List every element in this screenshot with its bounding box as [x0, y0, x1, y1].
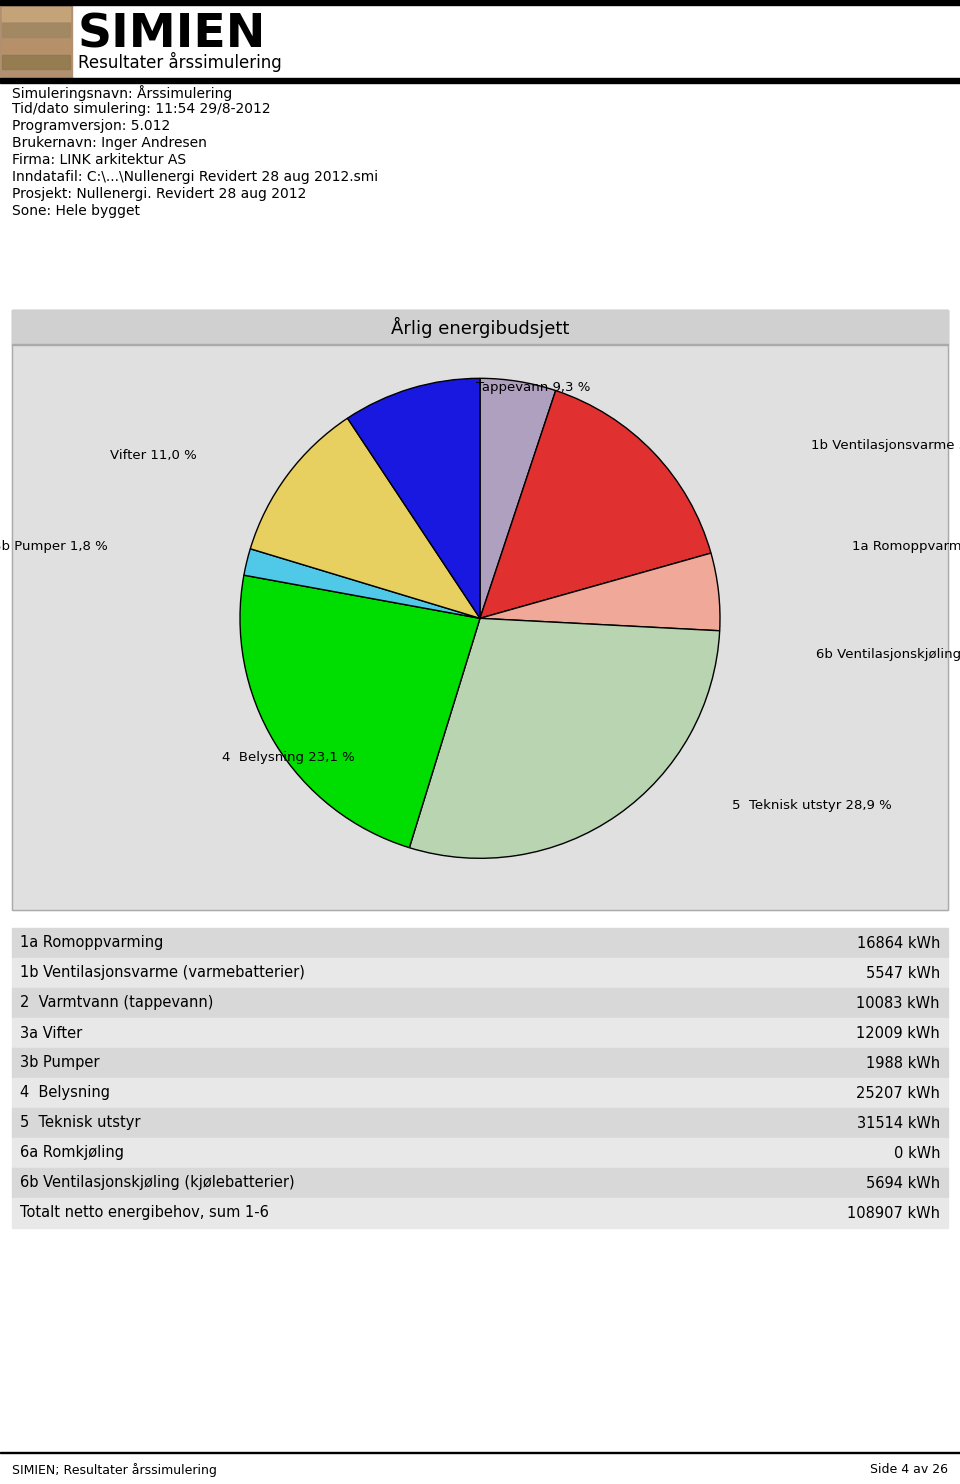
Text: 6a Romkjøling: 6a Romkjøling — [20, 1146, 124, 1160]
Text: Programversjon: 5.012: Programversjon: 5.012 — [12, 119, 170, 134]
Text: 3b Pumper: 3b Pumper — [20, 1055, 100, 1070]
Text: Inndatafil: C:\...\Nullenergi Revidert 28 aug 2012.smi: Inndatafil: C:\...\Nullenergi Revidert 2… — [12, 171, 378, 184]
Text: Resultater årssimulering: Resultater årssimulering — [78, 52, 281, 73]
Bar — [12, 988, 948, 1018]
Wedge shape — [480, 378, 556, 619]
Text: Tid/dato simulering: 11:54 29/8-2012: Tid/dato simulering: 11:54 29/8-2012 — [12, 102, 271, 116]
Text: 1a Romoppvarming: 1a Romoppvarming — [20, 935, 163, 950]
Bar — [12, 1109, 948, 1138]
Text: Tappevann 9,3 %: Tappevann 9,3 % — [475, 381, 590, 395]
Bar — [12, 310, 948, 910]
Bar — [2, 7, 70, 21]
Wedge shape — [480, 554, 720, 631]
Wedge shape — [480, 390, 711, 619]
Bar — [2, 22, 70, 37]
Bar — [12, 959, 948, 988]
Wedge shape — [251, 418, 480, 619]
Text: 5694 kWh: 5694 kWh — [866, 1175, 940, 1190]
Text: 1b Ventilasjonsvarme 5,1 %: 1b Ventilasjonsvarme 5,1 % — [811, 439, 960, 453]
Bar — [0, 79, 960, 83]
Text: Brukernavn: Inger Andresen: Brukernavn: Inger Andresen — [12, 137, 206, 150]
Text: 6b Ventilasjonskjøling (kjølebatterier): 6b Ventilasjonskjøling (kjølebatterier) — [20, 1175, 295, 1190]
Bar — [2, 55, 70, 68]
Text: 6b Ventilasjonskjøling 5,2 %: 6b Ventilasjonskjøling 5,2 % — [816, 649, 960, 660]
Text: Prosjekt: Nullenergi. Revidert 28 aug 2012: Prosjekt: Nullenergi. Revidert 28 aug 20… — [12, 187, 306, 200]
Text: Firma: LINK arkitektur AS: Firma: LINK arkitektur AS — [12, 153, 186, 168]
Text: 25207 kWh: 25207 kWh — [856, 1085, 940, 1101]
Text: 5547 kWh: 5547 kWh — [866, 966, 940, 981]
Text: 31514 kWh: 31514 kWh — [856, 1116, 940, 1131]
Text: 5  Teknisk utstyr 28,9 %: 5 Teknisk utstyr 28,9 % — [732, 798, 892, 812]
Bar — [0, 0, 960, 4]
Text: 3b Pumper 1,8 %: 3b Pumper 1,8 % — [0, 540, 108, 554]
Bar — [12, 1048, 948, 1077]
Text: 10083 kWh: 10083 kWh — [856, 996, 940, 1011]
Bar — [12, 310, 948, 344]
Wedge shape — [244, 549, 480, 619]
Text: 1a Romoppvarming 15,5 %: 1a Romoppvarming 15,5 % — [852, 540, 960, 554]
Bar — [12, 1198, 948, 1227]
Text: Årlig energibudsjett: Årlig energibudsjett — [391, 316, 569, 337]
Text: 1b Ventilasjonsvarme (varmebatterier): 1b Ventilasjonsvarme (varmebatterier) — [20, 966, 305, 981]
Bar — [12, 1077, 948, 1109]
Text: 5  Teknisk utstyr: 5 Teknisk utstyr — [20, 1116, 140, 1131]
Text: 4  Belysning 23,1 %: 4 Belysning 23,1 % — [223, 751, 355, 764]
Bar — [12, 928, 948, 959]
Wedge shape — [348, 378, 480, 619]
Text: SIMIEN; Resultater årssimulering: SIMIEN; Resultater årssimulering — [12, 1463, 217, 1477]
Wedge shape — [240, 576, 480, 847]
Bar — [12, 310, 948, 910]
Text: 2  Varmtvann (tappevann): 2 Varmtvann (tappevann) — [20, 996, 213, 1011]
Wedge shape — [409, 619, 720, 858]
Bar — [2, 39, 70, 53]
Text: Sone: Hele bygget: Sone: Hele bygget — [12, 203, 140, 218]
Text: Totalt netto energibehov, sum 1-6: Totalt netto energibehov, sum 1-6 — [20, 1205, 269, 1220]
Bar — [0, 4, 72, 79]
Text: Simuleringsnavn: Årssimulering: Simuleringsnavn: Årssimulering — [12, 85, 232, 101]
Text: 108907 kWh: 108907 kWh — [847, 1205, 940, 1220]
Text: 12009 kWh: 12009 kWh — [856, 1025, 940, 1040]
Text: 4  Belysning: 4 Belysning — [20, 1085, 110, 1101]
Text: 1988 kWh: 1988 kWh — [866, 1055, 940, 1070]
Text: 3a Vifter: 3a Vifter — [20, 1025, 83, 1040]
Text: 16864 kWh: 16864 kWh — [856, 935, 940, 950]
Bar — [12, 1168, 948, 1198]
Text: SIMIEN: SIMIEN — [78, 12, 266, 56]
Text: Vifter 11,0 %: Vifter 11,0 % — [110, 448, 197, 462]
Bar — [12, 1018, 948, 1048]
Text: Side 4 av 26: Side 4 av 26 — [870, 1463, 948, 1477]
Bar — [12, 1138, 948, 1168]
Text: 0 kWh: 0 kWh — [894, 1146, 940, 1160]
